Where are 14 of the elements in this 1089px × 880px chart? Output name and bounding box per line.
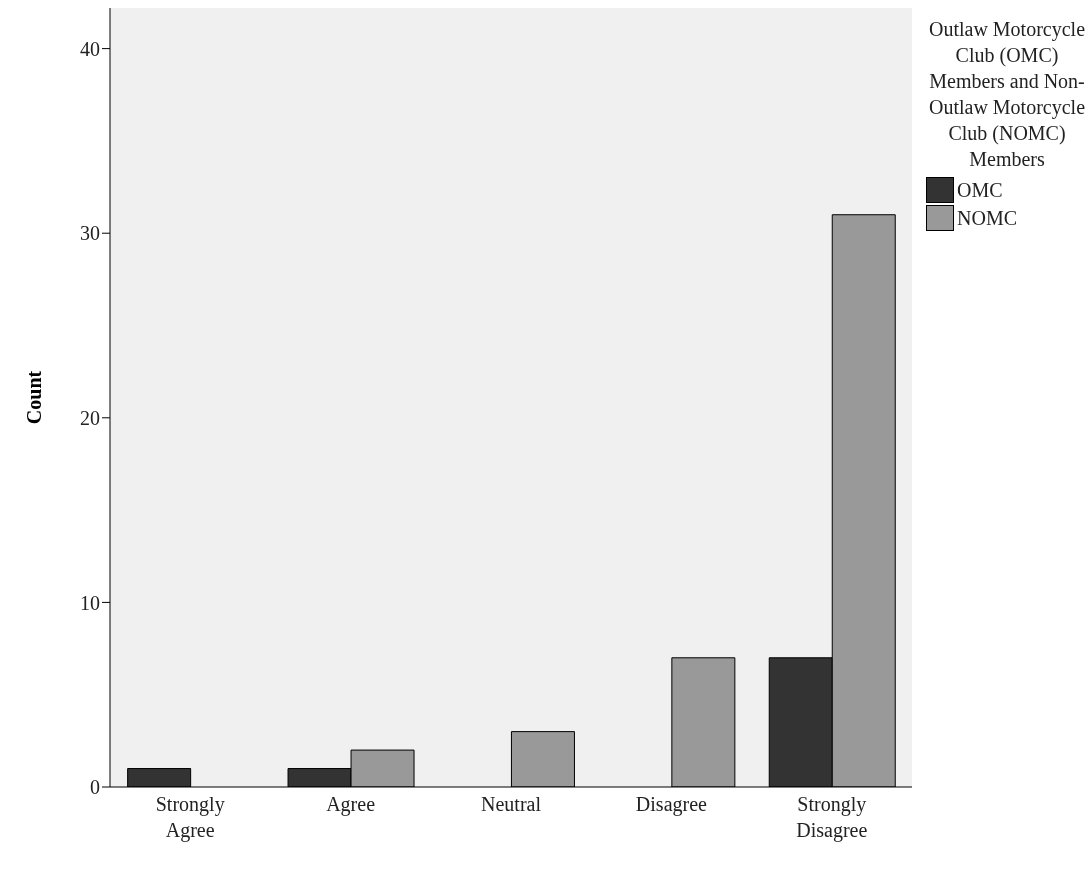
y-tick-label: 30	[80, 222, 100, 245]
y-tick-label: 0	[90, 776, 100, 799]
y-tick-label: 40	[80, 37, 100, 60]
y-tick-label: 10	[80, 591, 100, 614]
y-axis-title: Count	[23, 370, 46, 425]
legend-title: Outlaw Motorcycle Club (OMC) Members and Non-Outlaw Motorcycle Club (NOMC) Members	[927, 17, 1087, 172]
legend-label: NOMC	[957, 206, 1018, 231]
y-tick-label: 20	[80, 406, 100, 429]
x-tick-label: Disagree	[635, 793, 708, 816]
x-tick-label: Agree	[326, 793, 376, 816]
x-tick-label: Strongly Disagree	[796, 793, 868, 842]
x-tick-label: Neutral	[481, 793, 542, 815]
legend-label: OMC	[957, 178, 1003, 203]
x-tick-label: Strongly Agree	[155, 793, 225, 842]
